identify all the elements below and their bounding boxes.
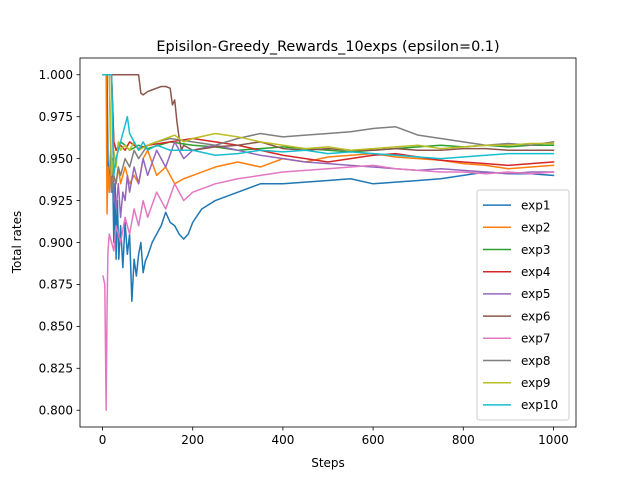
legend-label: exp4 [521, 265, 551, 279]
legend-item-exp5: exp5 [483, 287, 551, 301]
axes-layer: 0 200 400 600 800 1000 0.800 0.825 0.850 0.875 0.9… [39, 57, 577, 447]
series-line-exp8 [102, 74, 555, 193]
legend-label: exp10 [521, 398, 558, 412]
legend-item-exp6: exp6 [483, 309, 551, 323]
legend-item-exp3: exp3 [483, 243, 551, 257]
legend-item-exp8: exp8 [483, 354, 551, 368]
y-tick-label: 0.800 [39, 404, 73, 418]
series-line-exp5 [102, 74, 555, 219]
x-tick-label: 200 [181, 433, 204, 447]
legend-label: exp1 [521, 198, 551, 212]
series-line-exp7 [102, 164, 555, 411]
x-tick-label: 600 [362, 433, 385, 447]
y-tick-label: 0.900 [39, 236, 73, 250]
legend-label: exp8 [521, 354, 551, 368]
x-tick-label: 0 [99, 433, 107, 447]
chart-title: Episilon-Greedy_Rewards_10exps (epsilon=… [156, 39, 499, 55]
y-tick-label: 1.000 [39, 68, 73, 82]
y-tick-label: 0.825 [39, 362, 73, 376]
legend-label: exp6 [521, 309, 551, 323]
series-line-exp10 [102, 74, 555, 177]
y-tick-label: 0.975 [39, 110, 73, 124]
series-line-exp3 [102, 74, 555, 153]
y-tick-label: 0.950 [39, 152, 73, 166]
y-tick-label: 0.875 [39, 278, 73, 292]
legend-label: exp3 [521, 243, 551, 257]
x-tick-label: 400 [271, 433, 294, 447]
x-tick-label: 1000 [538, 433, 569, 447]
legend-label: exp9 [521, 376, 551, 390]
legend-item-exp4: exp4 [483, 265, 551, 279]
legend: exp1 exp2 exp3 exp4 exp5 exp6 exp7 exp8 exp9 exp1… [476, 189, 570, 421]
y-axis-label: Total rates [10, 211, 24, 274]
y-tick-label: 0.925 [39, 194, 73, 208]
legend-item-exp10: exp10 [483, 398, 558, 412]
x-tick-label: 800 [452, 433, 475, 447]
y-tick-label: 0.850 [39, 320, 73, 334]
x-axis-label: Steps [311, 456, 345, 470]
legend-label: exp2 [521, 221, 551, 235]
legend-box [476, 189, 570, 421]
legend-label: exp5 [521, 287, 551, 301]
legend-label: exp7 [521, 332, 551, 346]
legend-item-exp2: exp2 [483, 221, 551, 235]
series-line-exp1 [102, 74, 555, 302]
series-layer [102, 74, 555, 411]
legend-item-exp1: exp1 [483, 198, 551, 212]
legend-item-exp7: exp7 [483, 332, 551, 346]
legend-item-exp9: exp9 [483, 376, 551, 390]
